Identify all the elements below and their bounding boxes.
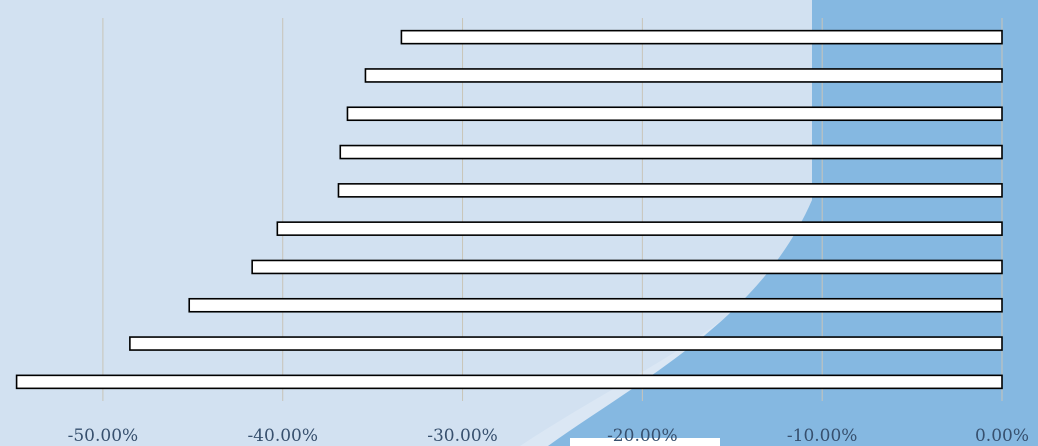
bar [15, 374, 1003, 390]
bar [251, 259, 1003, 275]
x-axis-tick-labels: -50.00% -40.00% -30.00% -20.00% -10.00% 0.00% [68, 426, 1029, 446]
bar [400, 29, 1003, 45]
x-tick-label: -20.00% [607, 426, 678, 446]
bar [337, 183, 1003, 198]
x-tick-label: -50.00% [68, 426, 139, 446]
x-tick-label: 0.00% [975, 426, 1029, 446]
white-patch [570, 438, 720, 446]
bar [364, 68, 1003, 83]
bar [129, 336, 1003, 351]
bar [188, 297, 1003, 313]
bars [15, 29, 1003, 390]
x-tick-label: -10.00% [787, 426, 858, 446]
x-tick-label: -40.00% [247, 426, 318, 446]
bar [346, 106, 1003, 122]
bar [276, 221, 1003, 236]
bar [339, 144, 1003, 160]
x-tick-label: -30.00% [427, 426, 498, 446]
